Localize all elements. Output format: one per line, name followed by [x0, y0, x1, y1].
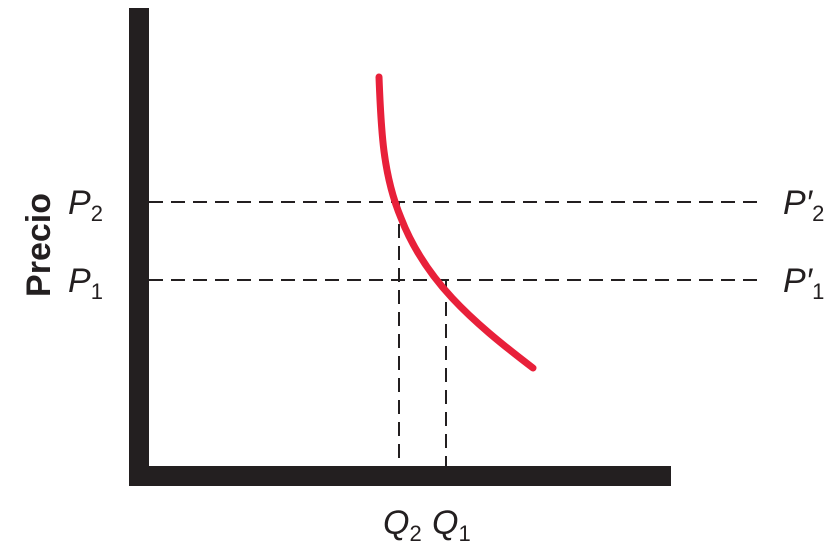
quantity-label-q1: Q1: [432, 504, 471, 546]
x-axis: [129, 466, 671, 486]
y-axis: [129, 8, 149, 486]
y-axis-label: Precio: [20, 193, 58, 297]
price-label-p2: P2: [68, 184, 103, 226]
price-label-p1-prime-sub: 1: [812, 279, 824, 304]
quantity-label-q1-base: Q: [432, 504, 458, 542]
price-label-p1-prime: P′1: [783, 262, 824, 304]
price-label-p2-prime-sub: 2: [812, 201, 824, 226]
demand-curve: [375, 73, 537, 372]
quantity-label-q1-sub: 1: [458, 521, 470, 546]
price-label-p1-base: P: [68, 262, 91, 300]
price-label-p1-sub: 1: [91, 279, 103, 304]
price-label-p2-prime-base: P′: [783, 184, 814, 222]
price-label-p2-base: P: [68, 184, 91, 222]
quantity-label-q2-sub: 2: [409, 521, 421, 546]
quantity-label-q2: Q2: [383, 504, 422, 546]
price-label-p1-prime-base: P′: [783, 262, 814, 300]
price-label-p1: P1: [68, 262, 103, 304]
price-label-p2-sub: 2: [91, 201, 103, 226]
quantity-label-q2-base: Q: [383, 504, 409, 542]
price-label-p2-prime: P′2: [783, 184, 824, 226]
